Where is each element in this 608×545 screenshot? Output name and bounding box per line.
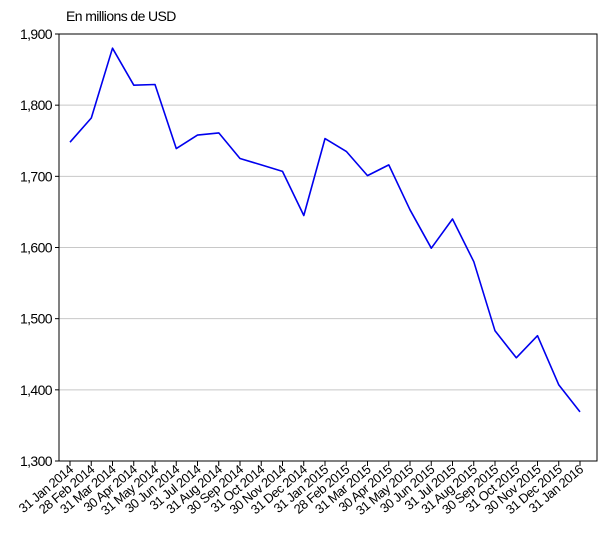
y-unit-label: En millions de USD <box>66 8 176 24</box>
data-point <box>537 335 539 337</box>
data-point <box>430 247 432 249</box>
y-tick-label: 1,900 <box>20 26 53 42</box>
data-point <box>409 209 411 211</box>
data-point <box>239 158 241 160</box>
data-point <box>345 150 347 152</box>
data-point <box>388 164 390 166</box>
data-point <box>69 141 71 143</box>
data-point <box>90 117 92 119</box>
y-tick-label: 1,500 <box>20 311 53 327</box>
data-point <box>558 384 560 386</box>
series-line <box>69 47 581 413</box>
y-tick-label: 1,600 <box>20 240 53 256</box>
y-tick-label: 1,700 <box>20 168 53 184</box>
data-point <box>133 84 135 86</box>
data-point <box>175 148 177 150</box>
data-point <box>579 411 581 413</box>
data-point <box>218 132 220 134</box>
data-point <box>154 84 156 86</box>
data-point <box>260 164 262 166</box>
data-point <box>112 47 114 49</box>
y-tick-label: 1,800 <box>20 97 53 113</box>
data-point <box>367 175 369 177</box>
data-point <box>473 261 475 263</box>
data-point <box>282 170 284 172</box>
data-point <box>494 330 496 332</box>
data-point <box>303 214 305 216</box>
data-point <box>197 134 199 136</box>
y-tick-label: 1,300 <box>20 453 53 469</box>
data-point <box>324 138 326 140</box>
data-point <box>515 357 517 359</box>
y-tick-label: 1,400 <box>20 382 53 398</box>
data-point <box>452 218 454 220</box>
